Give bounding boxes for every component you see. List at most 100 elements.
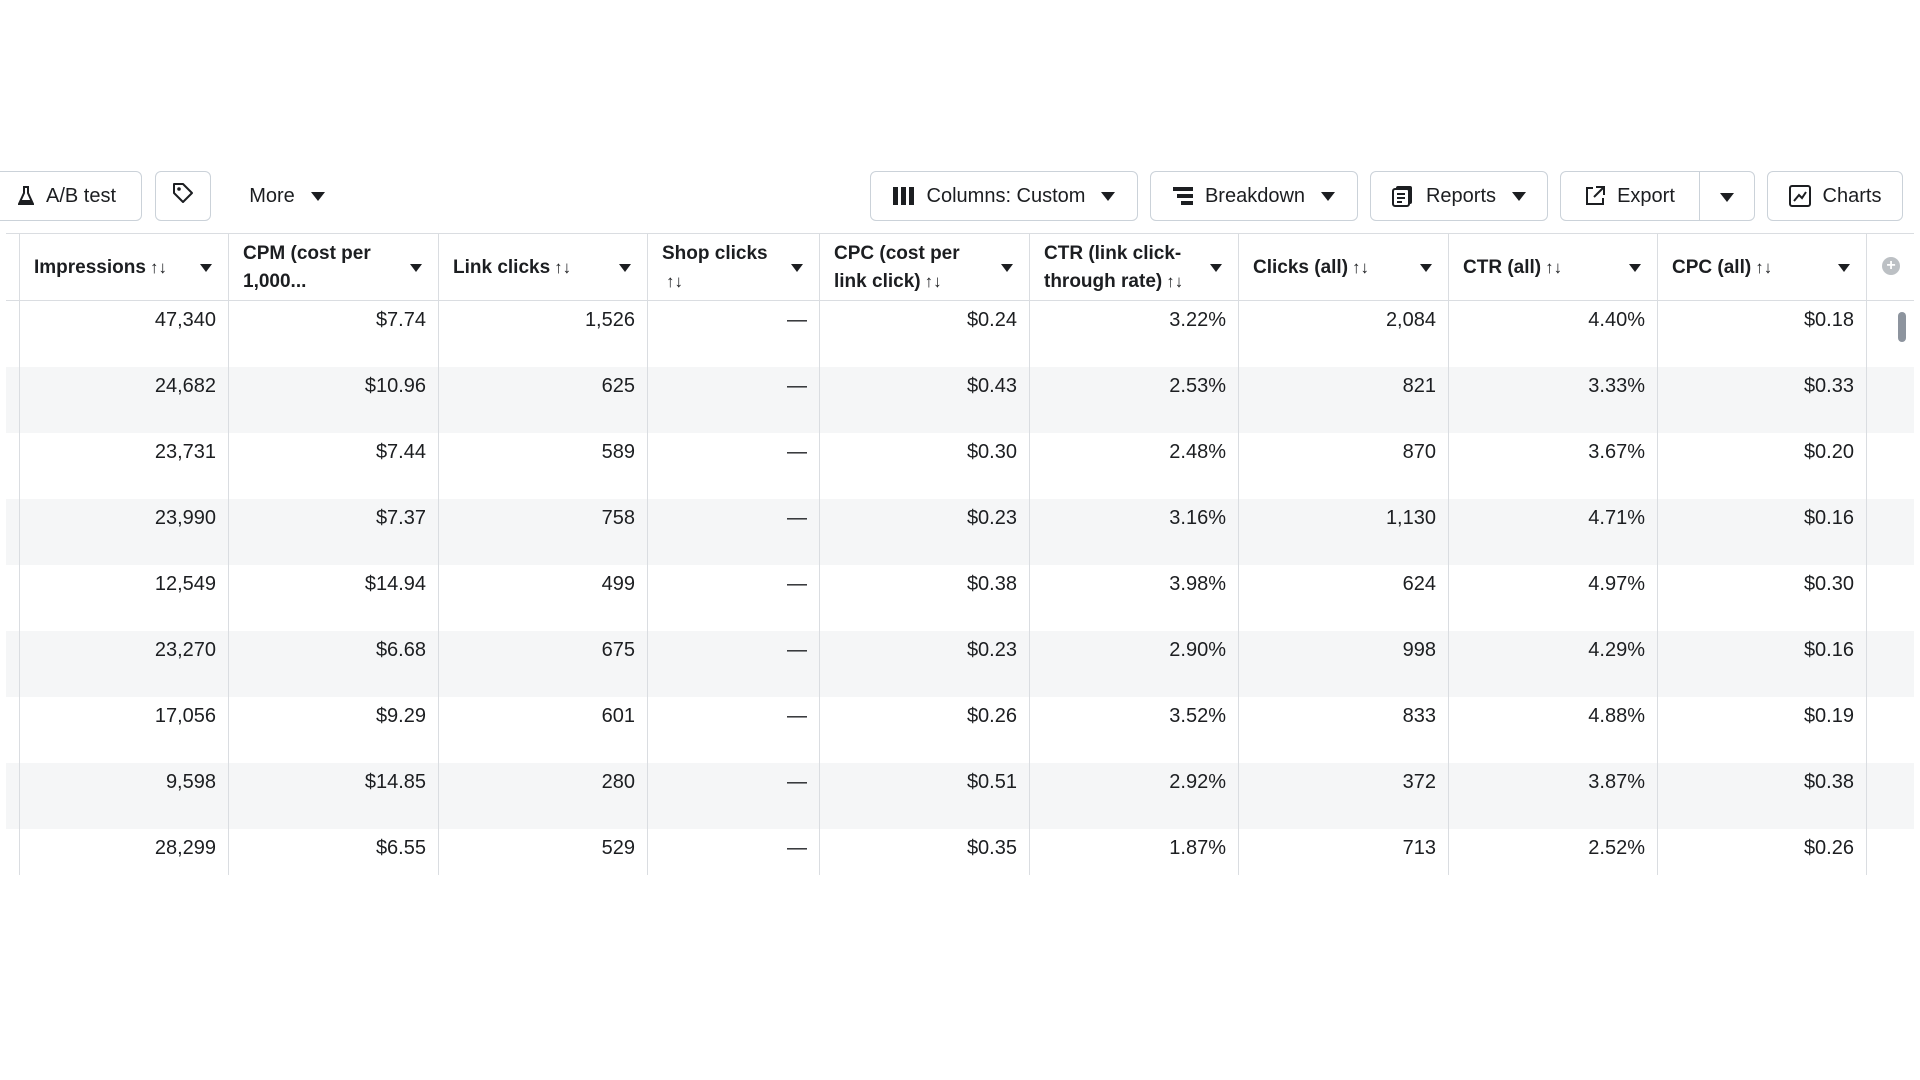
export-split-button: Export [1560, 171, 1755, 221]
column-header[interactable]: CPC (cost per link click) ↑↓ [819, 234, 1029, 301]
chevron-down-icon[interactable] [1001, 263, 1015, 272]
sort-icon[interactable]: ↑↓ [1755, 257, 1773, 277]
chevron-down-icon[interactable] [619, 263, 633, 272]
sort-icon[interactable]: ↑↓ [554, 257, 572, 277]
table-cell: 2.90% [1029, 631, 1238, 697]
column-header-label: Shop clicks ↑↓ [662, 240, 791, 296]
column-header-label: CPC (cost per link click) ↑↓ [834, 240, 1001, 296]
column-header[interactable]: CPM (cost per 1,000... [228, 234, 438, 301]
column-divider [1866, 565, 1867, 631]
table-cell: $9.29 [228, 697, 438, 763]
reports-button[interactable]: Reports [1370, 171, 1548, 221]
chevron-down-icon[interactable] [410, 263, 424, 272]
column-header[interactable]: Shop clicks ↑↓ [647, 234, 819, 301]
sort-icon[interactable]: ↑↓ [666, 271, 683, 291]
table-cell: 2,084 [1238, 301, 1448, 367]
column-header-label: Link clicks ↑↓ [453, 254, 619, 282]
sort-icon[interactable]: ↑↓ [1166, 271, 1184, 291]
column-header[interactable]: CTR (link click-through rate) ↑↓ [1029, 234, 1238, 301]
table-cell: $0.38 [819, 565, 1029, 631]
table-cell: 12,549 [19, 565, 228, 631]
column-header-line2: through rate) [1044, 270, 1163, 292]
column-header-label: CPC (all) ↑↓ [1672, 254, 1838, 282]
table-cell: 625 [438, 367, 647, 433]
table-cell: 47,340 [19, 301, 228, 367]
ab-test-button[interactable]: A/B test [0, 171, 142, 221]
charts-label: Charts [1822, 184, 1882, 207]
table-cell: 2.48% [1029, 433, 1238, 499]
table-cell: $0.23 [819, 631, 1029, 697]
column-header[interactable]: CTR (all) ↑↓ [1448, 234, 1657, 301]
table-cell: 3.67% [1448, 433, 1657, 499]
table-cell: 675 [438, 631, 647, 697]
table-cell: 1,526 [438, 301, 647, 367]
table-row[interactable]: 28,299 $6.55 529— $0.35 1.87% 713 2.52% $0.26 [6, 829, 1914, 875]
table-cell: $0.35 [819, 829, 1029, 875]
chevron-down-icon[interactable] [791, 263, 805, 272]
table-cell: 1.87% [1029, 829, 1238, 875]
table-row[interactable]: 47,340 $7.74 1,526— $0.24 3.22% 2,084 4.40% $0.… [6, 301, 1914, 367]
sort-icon[interactable]: ↑↓ [149, 257, 167, 277]
columns-button[interactable]: Columns: Custom [870, 171, 1138, 221]
table-cell: $0.43 [819, 367, 1029, 433]
table-cell: 601 [438, 697, 647, 763]
column-header[interactable]: CPC (all) ↑↓ [1657, 234, 1866, 301]
table-row[interactable]: 23,731 $7.44 589— $0.30 2.48% 870 3.67% $0.20 [6, 433, 1914, 499]
table-row[interactable]: 24,682 $10.96 625— $0.43 2.53% 821 3.33% $0.33 [6, 367, 1914, 433]
column-divider [1866, 433, 1867, 499]
chevron-down-icon[interactable] [1210, 263, 1224, 272]
table-cell: $0.33 [1657, 367, 1866, 433]
table-cell: — [647, 829, 819, 875]
sort-icon[interactable]: ↑↓ [1545, 257, 1563, 277]
chevron-down-icon [1512, 191, 1527, 201]
add-column-icon[interactable]: + [1882, 257, 1900, 275]
table-row[interactable]: 17,056 $9.29 601— $0.26 3.52% 833 4.88% $0.19 [6, 697, 1914, 763]
table-cell: — [647, 367, 819, 433]
table-row[interactable]: 9,598 $14.85 280— $0.51 2.92% 372 3.87% $0.38 [6, 763, 1914, 829]
table-row[interactable]: 23,270 $6.68 675— $0.23 2.90% 998 4.29% $0.16 [6, 631, 1914, 697]
column-header[interactable]: Impressions ↑↓ [19, 234, 228, 301]
column-header-label: Impressions ↑↓ [34, 254, 200, 282]
charts-button[interactable]: Charts [1767, 171, 1903, 221]
column-header-line1: Impressions [34, 256, 146, 278]
column-header-line1: Link clicks [453, 256, 551, 278]
breakdown-button[interactable]: Breakdown [1150, 171, 1358, 221]
table-cell: 758 [438, 499, 647, 565]
vertical-scrollbar[interactable] [1898, 312, 1906, 342]
table-cell: 821 [1238, 367, 1448, 433]
sort-icon[interactable]: ↑↓ [1352, 257, 1370, 277]
chevron-down-icon[interactable] [200, 263, 214, 272]
column-divider [1866, 829, 1867, 875]
chevron-down-icon[interactable] [1629, 263, 1643, 272]
table-cell: 3.33% [1448, 367, 1657, 433]
table-cell: 2.92% [1029, 763, 1238, 829]
column-header-line1: CTR (link click- [1044, 242, 1182, 264]
columns-label: Columns: Custom [926, 184, 1086, 207]
table-cell: 4.71% [1448, 499, 1657, 565]
more-button[interactable]: More [232, 171, 342, 221]
export-options-button[interactable] [1699, 172, 1754, 220]
table-row[interactable]: 12,549 $14.94 499— $0.38 3.98% 624 4.97% $0.30 [6, 565, 1914, 631]
table-cell: 589 [438, 433, 647, 499]
table-row[interactable]: 23,990 $7.37 758— $0.23 3.16% 1,130 4.71% $0.16 [6, 499, 1914, 565]
chevron-down-icon[interactable] [1838, 263, 1852, 272]
column-header[interactable]: Link clicks ↑↓ [438, 234, 647, 301]
chevron-down-icon[interactable] [1420, 263, 1434, 272]
table-cell: — [647, 631, 819, 697]
table-cell: $0.30 [1657, 565, 1866, 631]
column-divider [1866, 301, 1867, 367]
reports-icon [1391, 185, 1414, 207]
sort-icon[interactable]: ↑↓ [924, 271, 942, 291]
table-cell: 372 [1238, 763, 1448, 829]
column-header-line1: CPM (cost per [243, 242, 371, 264]
table-cell: $0.20 [1657, 433, 1866, 499]
column-header[interactable]: Clicks (all) ↑↓ [1238, 234, 1448, 301]
tag-button[interactable] [155, 171, 211, 221]
table-cell: $0.38 [1657, 763, 1866, 829]
table-cell: 24,682 [19, 367, 228, 433]
table-cell: — [647, 763, 819, 829]
column-header-line2: link click) [834, 270, 921, 292]
table-cell: $14.94 [228, 565, 438, 631]
export-button[interactable]: Export [1561, 172, 1699, 220]
table-cell: 2.52% [1448, 829, 1657, 875]
